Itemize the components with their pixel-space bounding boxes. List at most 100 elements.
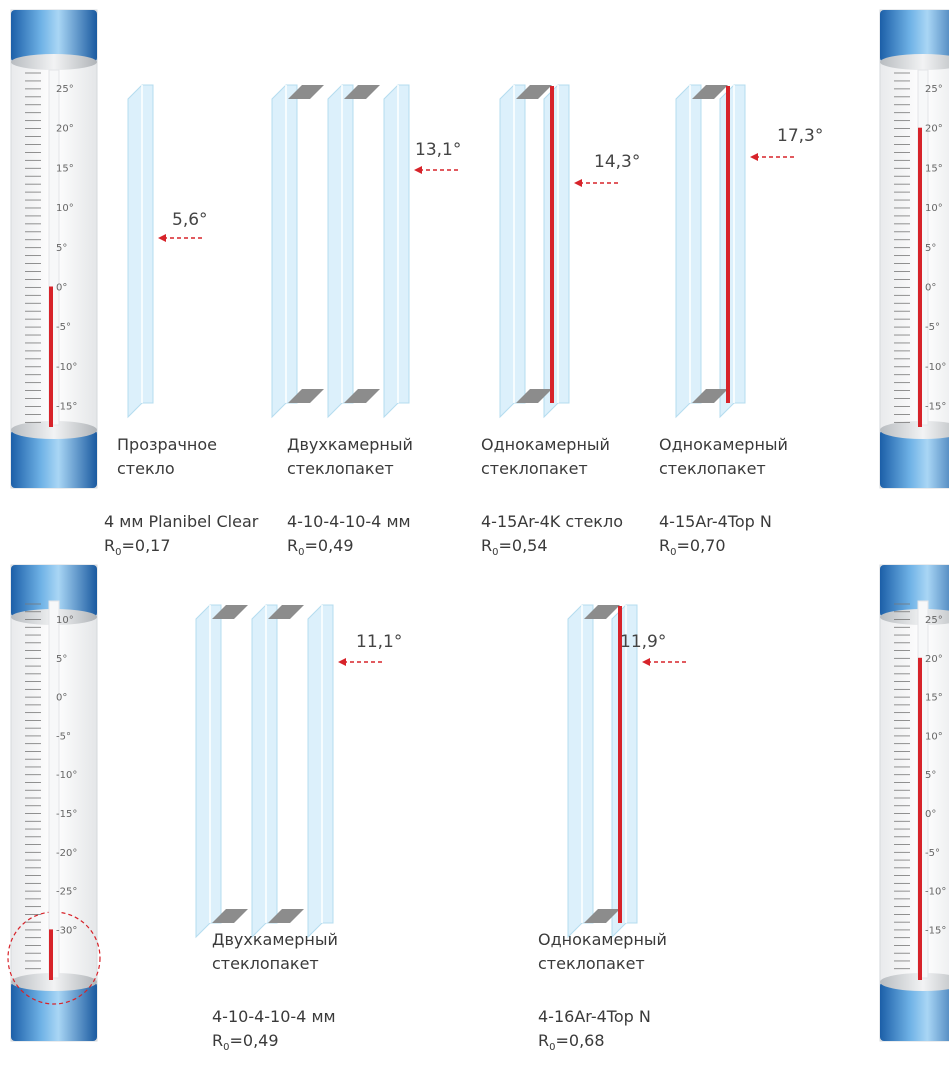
thermometer-top-right [879, 9, 949, 489]
glass-pane [327, 84, 354, 419]
glass-unit-1 [127, 84, 202, 419]
temp-arrow-head [750, 153, 758, 161]
scale-label: 5° [56, 243, 67, 254]
glass-pane [271, 84, 298, 419]
scale-label: 10° [56, 203, 74, 214]
scale-label: -25° [56, 887, 77, 898]
scale-label: -15° [925, 402, 946, 413]
low-e-coating [726, 86, 730, 403]
scale-label: 0° [56, 283, 67, 294]
glass-pane [383, 84, 410, 419]
temp-arrow-head [338, 658, 346, 666]
thermo-scale-bottom-left: 10° 5° 0° -5° -10° -15° -20° -25° -30° [25, 600, 77, 980]
spacer [344, 85, 380, 99]
thermo-scale-top-right: 25° 20° 15° 10° 5° 0° -5° -10° -15° [894, 69, 946, 427]
spacer [516, 389, 552, 403]
spacer [268, 605, 304, 619]
scale-label: 25° [56, 84, 74, 95]
scale-label: -10° [56, 770, 77, 781]
glass-unit-6 [567, 604, 686, 939]
mercury-column [918, 127, 922, 427]
scale-label: -5° [56, 731, 71, 742]
thermo-scale-bottom-right: 25° 20° 15° 10° 5° 0° -5° -10° -15° [894, 600, 946, 980]
unit-title-1: Прозрачное стекло [117, 435, 217, 478]
spacer [212, 909, 248, 923]
spacer [584, 909, 620, 923]
glass-pane [195, 604, 222, 939]
temp-arrow-head [642, 658, 650, 666]
glass-pane [251, 604, 278, 939]
glass-unit-3 [499, 84, 618, 419]
scale-label: 25° [925, 84, 943, 95]
scale-label: 5° [925, 243, 936, 254]
glass-pane [719, 84, 746, 419]
temp-arrow-head [414, 166, 422, 174]
scale-label: -5° [925, 848, 940, 859]
scale-label: 5° [56, 654, 67, 665]
scale-label: 10° [925, 731, 943, 742]
scale-label: 10° [56, 615, 74, 626]
unit-title-4: Однокамерный стеклопакет [659, 435, 788, 478]
temp-reading-5: 11,1° [356, 632, 403, 652]
scale-label: -10° [925, 362, 946, 373]
scale-label: -15° [56, 809, 77, 820]
spacer [288, 389, 324, 403]
scale-label: 15° [56, 163, 74, 174]
spacer [268, 909, 304, 923]
glass-unit-2 [271, 84, 458, 419]
temp-reading-1: 5,6° [172, 210, 208, 230]
scale-label: 25° [925, 615, 943, 626]
capillary [48, 69, 60, 426]
mercury-column [49, 929, 53, 980]
scale-label: 20° [56, 124, 74, 135]
unit-spec-2: 4-10-4-10-4 мм R0=0,49 [287, 512, 411, 558]
scale-label: 0° [925, 809, 936, 820]
temp-arrow-head [574, 179, 582, 187]
spacer [344, 389, 380, 403]
scale-label: 10° [925, 203, 943, 214]
scale-label: 0° [56, 693, 67, 704]
low-e-coating [550, 86, 554, 403]
temp-reading-3: 14,3° [594, 152, 641, 172]
glass-pane [499, 84, 526, 419]
temp-reading-6: 11,9° [620, 632, 667, 652]
capillary [48, 600, 60, 979]
thermo-scale-top-left: 25° 20° 15° 10° 5° 0° -5° -10° -15° [25, 69, 77, 427]
scale-label: -15° [925, 925, 946, 936]
glass-pane [567, 604, 594, 939]
glass-unit-5 [195, 604, 382, 939]
glass-pane [127, 84, 154, 419]
spacer [212, 605, 248, 619]
glass-pane [675, 84, 702, 419]
temp-reading-2: 13,1° [415, 140, 462, 160]
unit-title-3: Однокамерный стеклопакет [481, 435, 610, 478]
glass-pane [543, 84, 570, 419]
scale-label: -10° [56, 362, 77, 373]
spacer [584, 605, 620, 619]
scale-label: -5° [56, 322, 71, 333]
unit-title-5: Двухкамерный стеклопакет [212, 930, 338, 973]
scale-label: 20° [925, 124, 943, 135]
spacer [288, 85, 324, 99]
scale-label: 5° [925, 770, 936, 781]
scale-label: -20° [56, 848, 77, 859]
scale-label: 15° [925, 693, 943, 704]
mercury-column [918, 657, 922, 980]
scale-label: -15° [56, 402, 77, 413]
spacer [692, 85, 728, 99]
scale-label: 0° [925, 283, 936, 294]
unit-spec-1: 4 мм Planibel Clear R0=0,17 [104, 512, 259, 558]
scale-label: -30° [56, 925, 77, 936]
unit-spec-5: 4-10-4-10-4 мм R0=0,49 [212, 1007, 336, 1053]
unit-spec-3: 4-15Ar-4K стекло R0=0,54 [481, 512, 623, 558]
scale-label: 20° [925, 654, 943, 665]
temp-reading-4: 17,3° [777, 126, 824, 146]
unit-title-2: Двухкамерный стеклопакет [287, 435, 413, 478]
mercury-column [49, 286, 53, 427]
scale-label: -10° [925, 887, 946, 898]
spacer [516, 85, 552, 99]
glass-pane [307, 604, 334, 939]
low-e-coating [618, 606, 622, 923]
glass-pane [611, 604, 638, 939]
